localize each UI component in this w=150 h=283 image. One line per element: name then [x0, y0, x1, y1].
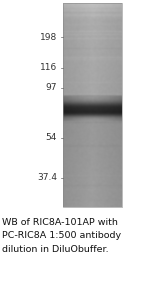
Text: 198: 198 — [40, 33, 57, 42]
Bar — [63, 3, 122, 207]
Text: 97: 97 — [45, 83, 57, 93]
Text: PC-RIC8A 1:500 antibody: PC-RIC8A 1:500 antibody — [2, 231, 121, 241]
Text: 37.4: 37.4 — [37, 173, 57, 183]
Text: dilution in DiluObuffer.: dilution in DiluObuffer. — [2, 245, 108, 254]
Text: WB of RIC8A-101AP with: WB of RIC8A-101AP with — [2, 218, 117, 227]
Text: 116: 116 — [40, 63, 57, 72]
Text: 54: 54 — [46, 134, 57, 143]
